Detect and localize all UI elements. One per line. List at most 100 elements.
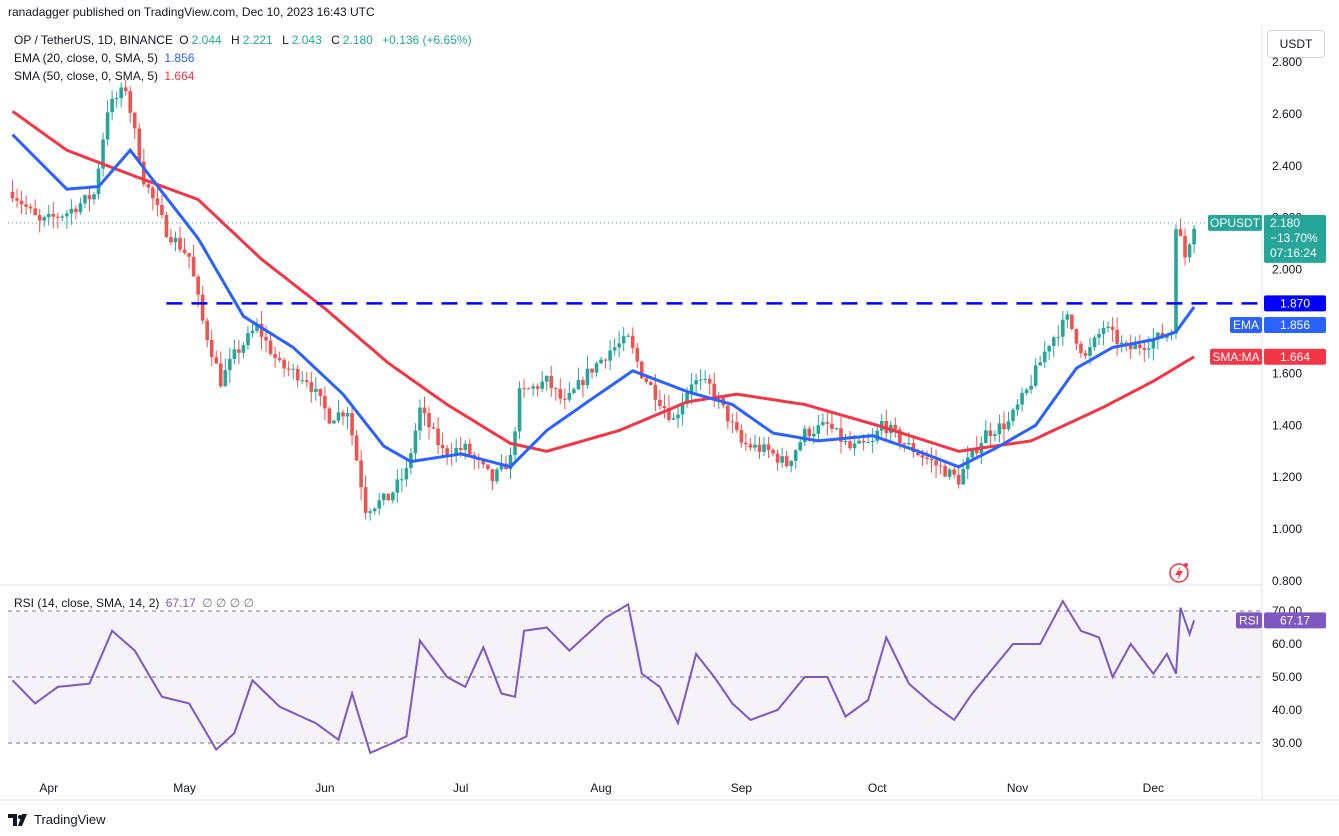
ema-legend-value: 1.856 xyxy=(164,51,195,65)
candle-body xyxy=(1047,346,1052,352)
candle-body xyxy=(196,276,200,295)
candle-body xyxy=(961,469,966,485)
candle-body xyxy=(1110,326,1115,330)
candle-body xyxy=(128,91,133,113)
candle-body xyxy=(1029,385,1033,390)
sma-legend-value: 1.664 xyxy=(164,69,195,83)
candle-body xyxy=(309,382,314,392)
candle-body xyxy=(540,381,544,389)
rsi-label-tag: RSI xyxy=(1239,613,1259,627)
candle-body xyxy=(630,335,635,348)
candle-body xyxy=(861,440,866,443)
candle-body xyxy=(92,194,96,200)
candle-body xyxy=(934,460,938,466)
candle-body xyxy=(87,195,92,200)
candle-body xyxy=(169,237,173,243)
candle-body xyxy=(1065,314,1070,320)
candle-body xyxy=(635,347,640,362)
time-tick-label: Jun xyxy=(315,781,334,795)
candle-body xyxy=(440,444,445,449)
candle-body xyxy=(567,393,572,400)
candle-body xyxy=(1015,404,1020,410)
ema-legend[interactable]: EMA (20, close, 0, SMA, 5) 1.856 xyxy=(14,51,197,65)
candle-body xyxy=(694,380,698,385)
candle-body xyxy=(929,458,934,461)
candle-body xyxy=(825,422,830,424)
candle-body xyxy=(644,378,649,382)
candle-body xyxy=(1020,393,1024,405)
ema-legend-text: EMA (20, close, 0, SMA, 5) xyxy=(14,51,159,65)
candle-body xyxy=(852,443,857,449)
candle-body xyxy=(1079,343,1083,354)
candle-body xyxy=(142,161,146,185)
candle-body xyxy=(603,359,608,361)
candle-body xyxy=(703,378,707,380)
candle-body xyxy=(585,368,590,386)
sma-value-tag: 1.664 xyxy=(1280,350,1310,364)
candle-body xyxy=(1183,235,1187,258)
rsi-legend-value: 67.17 xyxy=(165,596,196,610)
candle-body xyxy=(427,413,431,428)
candle-body xyxy=(359,460,363,488)
candle-body xyxy=(938,465,943,467)
candle-body xyxy=(639,361,644,379)
candle-body xyxy=(42,217,47,221)
candle-body xyxy=(984,430,988,444)
candle-body xyxy=(431,427,436,429)
chart-gridlines xyxy=(0,25,1339,801)
rsi-legend[interactable]: RSI (14, close, SMA, 14, 2) 67.17 ∅ ∅ ∅ … xyxy=(14,596,257,610)
sma-legend[interactable]: SMA (50, close, 0, SMA, 5) 1.664 xyxy=(14,69,197,83)
candle-body xyxy=(173,237,178,243)
candle-body xyxy=(182,249,187,254)
candle-body xyxy=(531,386,535,389)
open-label: O 2.044 xyxy=(179,33,222,47)
candle-body xyxy=(291,368,296,370)
ema20-line xyxy=(11,133,1196,469)
price-tick-label: 2.400 xyxy=(1272,159,1302,173)
candle-body xyxy=(137,128,142,162)
rsi-label-tag-bg xyxy=(1236,612,1262,629)
time-tick-label: Dec xyxy=(1143,781,1164,795)
candle-body xyxy=(123,87,128,92)
candle-body xyxy=(535,386,540,389)
candle-body xyxy=(816,425,821,434)
candle-body xyxy=(24,204,28,207)
tradingview-logo[interactable]: TradingView xyxy=(8,812,106,827)
price-tick-label: 2.000 xyxy=(1272,263,1302,277)
candle-body xyxy=(952,469,956,475)
candle-body xyxy=(191,256,196,277)
candle-body xyxy=(74,208,78,213)
candle-body xyxy=(490,469,495,482)
currency-button[interactable]: USDT xyxy=(1267,30,1325,58)
candle-body xyxy=(300,380,305,382)
candle-body xyxy=(155,198,160,205)
symbol-tag-bg xyxy=(1208,214,1262,231)
last-price-tag-line: −13.70% xyxy=(1270,231,1318,245)
candle-body xyxy=(37,215,42,221)
candle-body xyxy=(748,444,753,448)
candle-body xyxy=(1106,326,1110,328)
candle-body xyxy=(273,353,277,358)
candle-body xyxy=(544,375,549,382)
candle-body xyxy=(762,444,766,452)
candle-body xyxy=(735,422,739,431)
candle-body xyxy=(114,98,119,100)
last-price-tag-line: 2.180 xyxy=(1270,216,1300,230)
price-legend: OP / TetherUS, 1D, BINANCE O 2.044 H 2.221… xyxy=(14,33,475,47)
candle-body xyxy=(304,380,309,383)
candle-body xyxy=(771,449,775,454)
candle-body xyxy=(522,388,526,390)
time-tick-label: May xyxy=(173,781,196,795)
lightning-icon[interactable] xyxy=(1169,563,1189,583)
symbol-label[interactable]: OP / TetherUS, 1D, BINANCE xyxy=(14,33,173,47)
candle-body xyxy=(649,381,653,385)
candle-body xyxy=(368,511,372,513)
time-axis[interactable]: Apr May Jun Jul Aug Sep Oct Nov Dec xyxy=(39,781,1164,795)
candle-body xyxy=(907,442,911,445)
candle-body xyxy=(916,452,920,456)
candle-body xyxy=(925,457,929,459)
candle-body xyxy=(15,198,19,201)
candle-body xyxy=(821,422,825,426)
candle-body xyxy=(1074,329,1079,344)
